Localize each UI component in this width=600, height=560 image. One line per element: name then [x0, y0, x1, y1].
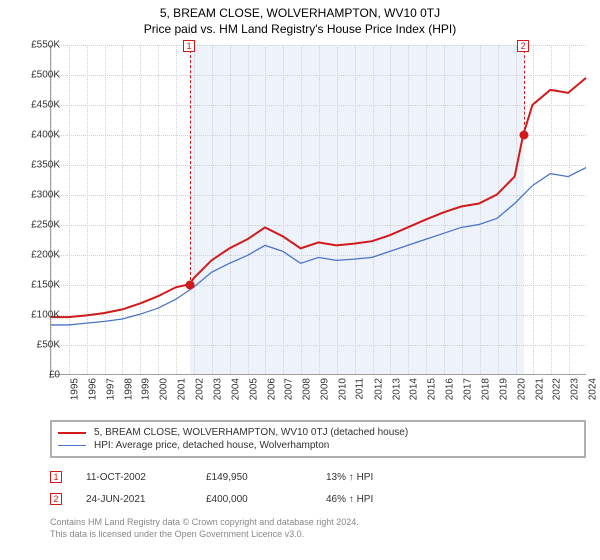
- marker-detail-price-1: £149,950: [206, 472, 326, 483]
- legend-label-price_paid: 5, BREAM CLOSE, WOLVERHAMPTON, WV10 0TJ …: [94, 427, 408, 438]
- x-axis-tick-label: 2022: [552, 378, 563, 400]
- legend-swatch-price_paid: [58, 432, 86, 434]
- marker-box-2: 2: [517, 40, 529, 52]
- series-line-hpi: [51, 168, 586, 325]
- x-axis-tick-label: 2016: [444, 378, 455, 400]
- marker-dot-2: [520, 131, 529, 140]
- y-axis-tick-label: £50K: [16, 340, 60, 351]
- marker-detail-row-1: 1 11-OCT-2002£149,95013% ↑ HPI: [50, 466, 586, 488]
- x-axis-tick-label: 2018: [480, 378, 491, 400]
- x-axis-tick-label: 2024: [587, 378, 598, 400]
- chart-container: 5, BREAM CLOSE, WOLVERHAMPTON, WV10 0TJ …: [0, 0, 600, 560]
- x-axis-tick-label: 2017: [462, 378, 473, 400]
- y-axis-tick-label: £200K: [16, 250, 60, 261]
- x-axis-tick-label: 2008: [302, 378, 313, 400]
- marker-detail-badge-1: 1: [50, 471, 62, 483]
- x-axis-tick-label: 2019: [498, 378, 509, 400]
- x-axis-tick-label: 2006: [266, 378, 277, 400]
- y-axis-tick-label: £100K: [16, 310, 60, 321]
- marker-detail-price-2: £400,000: [206, 494, 326, 505]
- marker-detail-diff-2: 46% ↑ HPI: [326, 494, 446, 505]
- y-axis-tick-label: £550K: [16, 40, 60, 51]
- y-axis-tick-label: £500K: [16, 70, 60, 81]
- x-axis-tick-label: 2001: [176, 378, 187, 400]
- marker-dash-1: [190, 45, 191, 285]
- y-axis-tick-label: £400K: [16, 130, 60, 141]
- y-axis-tick-label: £250K: [16, 220, 60, 231]
- x-axis-tick-label: 1999: [141, 378, 152, 400]
- y-axis-tick-label: £450K: [16, 100, 60, 111]
- marker-detail-diff-1: 13% ↑ HPI: [326, 472, 446, 483]
- x-axis-tick-label: 2010: [337, 378, 348, 400]
- marker-detail-badge-2: 2: [50, 493, 62, 505]
- marker-table: 1 11-OCT-2002£149,95013% ↑ HPI 2 24-JUN-202…: [50, 466, 586, 510]
- x-axis-tick-label: 1998: [123, 378, 134, 400]
- x-axis-tick-label: 2005: [248, 378, 259, 400]
- x-axis-tick-label: 2023: [570, 378, 581, 400]
- x-axis-tick-label: 1995: [69, 378, 80, 400]
- marker-detail-date-2: 24-JUN-2021: [86, 494, 206, 505]
- marker-dot-1: [186, 281, 195, 290]
- x-axis-tick-label: 2007: [284, 378, 295, 400]
- marker-dash-2: [524, 45, 525, 135]
- x-axis-tick-label: 2004: [230, 378, 241, 400]
- x-axis-tick-label: 1997: [105, 378, 116, 400]
- plot-area: [50, 45, 586, 375]
- chart-footer: Contains HM Land Registry data © Crown c…: [50, 516, 586, 540]
- y-axis-tick-label: £350K: [16, 160, 60, 171]
- chart-title-address: 5, BREAM CLOSE, WOLVERHAMPTON, WV10 0TJ: [0, 6, 600, 20]
- x-axis-tick-label: 2012: [373, 378, 384, 400]
- x-axis-tick-label: 2003: [212, 378, 223, 400]
- marker-detail-date-1: 11-OCT-2002: [86, 472, 206, 483]
- legend-row-price_paid: 5, BREAM CLOSE, WOLVERHAMPTON, WV10 0TJ …: [58, 426, 578, 439]
- legend-row-hpi: HPI: Average price, detached house, Wolv…: [58, 439, 578, 452]
- chart-lines-svg: [51, 45, 586, 374]
- title-block: 5, BREAM CLOSE, WOLVERHAMPTON, WV10 0TJ …: [0, 0, 600, 36]
- legend-swatch-hpi: [58, 445, 86, 446]
- x-axis-tick-label: 2020: [516, 378, 527, 400]
- y-axis-tick-label: £150K: [16, 280, 60, 291]
- marker-box-1: 1: [183, 40, 195, 52]
- y-axis-tick-label: £0: [16, 370, 60, 381]
- chart-title-subtitle: Price paid vs. HM Land Registry's House …: [0, 22, 600, 36]
- x-axis-tick-label: 1996: [87, 378, 98, 400]
- x-axis-tick-label: 2000: [159, 378, 170, 400]
- footer-line2: This data is licensed under the Open Gov…: [50, 528, 586, 540]
- y-axis-tick-label: £300K: [16, 190, 60, 201]
- x-axis-tick-label: 2015: [427, 378, 438, 400]
- legend-label-hpi: HPI: Average price, detached house, Wolv…: [94, 440, 329, 451]
- series-line-price_paid: [51, 78, 586, 317]
- x-axis-tick-label: 2011: [354, 378, 365, 400]
- legend-box: 5, BREAM CLOSE, WOLVERHAMPTON, WV10 0TJ …: [50, 420, 586, 458]
- x-axis-tick-label: 2021: [534, 378, 545, 400]
- x-axis-tick-label: 2014: [409, 378, 420, 400]
- footer-line1: Contains HM Land Registry data © Crown c…: [50, 516, 586, 528]
- x-axis-tick-label: 2002: [194, 378, 205, 400]
- marker-detail-row-2: 2 24-JUN-2021£400,00046% ↑ HPI: [50, 488, 586, 510]
- x-axis-tick-label: 2009: [319, 378, 330, 400]
- x-axis-tick-label: 2013: [391, 378, 402, 400]
